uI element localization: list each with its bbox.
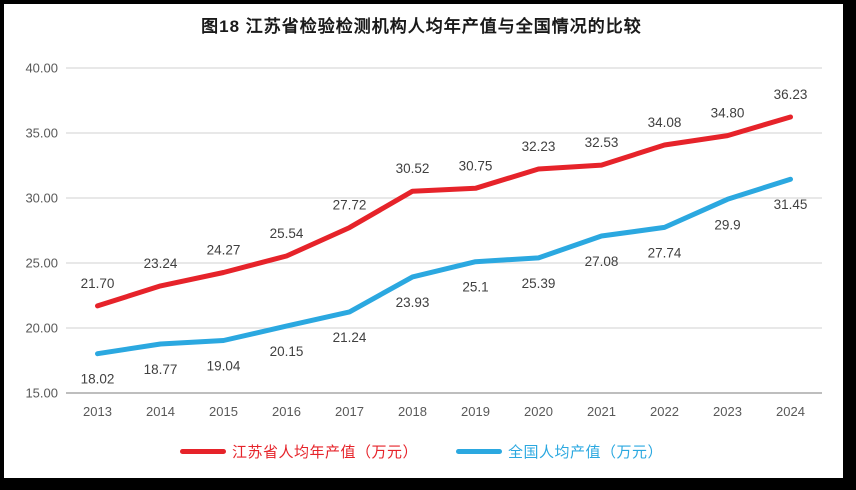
data-label: 32.53 — [585, 135, 619, 150]
data-label: 21.24 — [333, 330, 367, 345]
data-label: 18.02 — [81, 372, 115, 387]
x-axis-tick-label: 2017 — [335, 404, 364, 419]
y-axis-tick-label: 35.00 — [25, 126, 58, 141]
x-axis-tick-label: 2024 — [776, 404, 805, 419]
data-label: 20.15 — [270, 344, 304, 359]
data-label: 36.23 — [774, 87, 808, 102]
x-axis-tick-label: 2023 — [713, 404, 742, 419]
legend-label-national: 全国人均产值（万元） — [508, 444, 664, 461]
data-label: 21.70 — [81, 276, 115, 291]
legend-item-jiangsu: 江苏省人均年产值（万元） — [179, 441, 418, 462]
data-label: 31.45 — [774, 197, 808, 212]
data-label: 23.93 — [396, 295, 430, 310]
x-axis-tick-label: 2019 — [461, 404, 490, 419]
y-axis-tick-label: 25.00 — [25, 256, 58, 271]
x-axis-tick-label: 2013 — [83, 404, 112, 419]
chart-legend: 江苏省人均年产值（万元） 全国人均产值（万元） — [0, 441, 843, 462]
x-axis-tick-label: 2015 — [209, 404, 238, 419]
data-label: 18.77 — [144, 362, 178, 377]
legend-item-national: 全国人均产值（万元） — [456, 441, 663, 462]
x-axis-tick-label: 2018 — [398, 404, 427, 419]
data-label: 25.54 — [270, 226, 304, 241]
x-axis-tick-label: 2021 — [587, 404, 616, 419]
series-line — [95, 114, 793, 309]
data-label: 19.04 — [207, 358, 241, 373]
data-label: 27.74 — [648, 245, 682, 260]
data-label: 32.23 — [522, 139, 556, 154]
x-axis-tick-label: 2022 — [650, 404, 679, 419]
data-label: 27.72 — [333, 198, 367, 213]
data-label: 25.1 — [462, 280, 488, 295]
data-label: 30.52 — [396, 161, 430, 176]
data-label: 34.08 — [648, 115, 682, 130]
data-label: 27.08 — [585, 254, 619, 269]
data-label: 30.75 — [459, 158, 493, 173]
series-line — [95, 176, 793, 357]
data-label: 24.27 — [207, 242, 241, 257]
y-axis-tick-label: 15.00 — [25, 386, 58, 401]
data-label: 25.39 — [522, 276, 556, 291]
y-axis-tick-label: 40.00 — [25, 61, 58, 76]
y-axis-tick-label: 20.00 — [25, 321, 58, 336]
y-axis-tick-label: 30.00 — [25, 191, 58, 206]
national-line-swatch-icon — [456, 449, 502, 454]
x-axis-tick-label: 2020 — [524, 404, 553, 419]
jiangsu-line-swatch-icon — [179, 449, 226, 454]
data-label: 23.24 — [144, 256, 178, 271]
legend-label-jiangsu: 江苏省人均年产值（万元） — [231, 444, 418, 461]
x-axis-tick-label: 2014 — [146, 404, 175, 419]
x-axis-tick-label: 2016 — [272, 404, 301, 419]
chart-title: 图18 江苏省检验检测机构人均年产值与全国情况的比较 — [201, 17, 642, 36]
data-label: 34.80 — [711, 106, 745, 121]
data-label: 29.9 — [714, 217, 740, 232]
